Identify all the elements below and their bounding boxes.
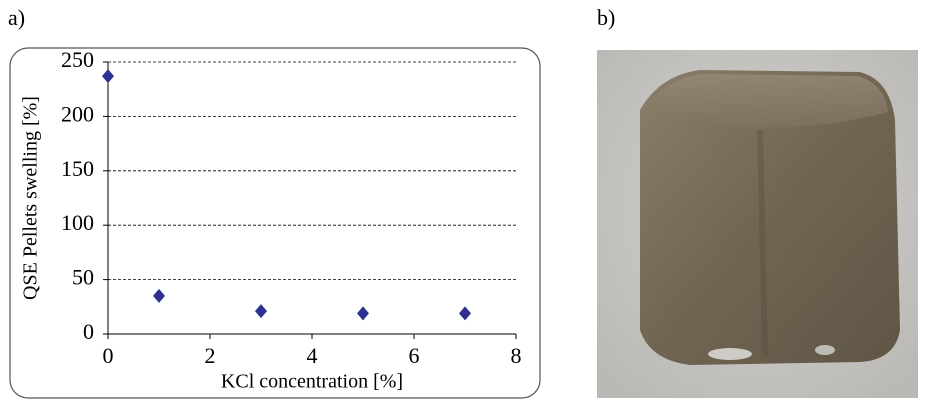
- y-tick-label: 150: [61, 156, 94, 181]
- panel-label: a): [8, 5, 25, 30]
- panel-label: b): [597, 5, 615, 30]
- y-tick-label: 0: [83, 319, 94, 344]
- point: [102, 69, 114, 84]
- y-tick-label: 100: [61, 210, 94, 235]
- y-tick-label: 250: [61, 47, 94, 72]
- y-tick-label: 50: [72, 265, 94, 290]
- x-tick-label: 4: [307, 343, 318, 368]
- point: [153, 288, 165, 303]
- x-tick-label: 6: [409, 343, 420, 368]
- x-tick-label: 0: [103, 343, 114, 368]
- x-axis-label: KCl concentration [%]: [221, 371, 403, 393]
- point: [255, 304, 267, 319]
- chart-frame: [9, 47, 541, 399]
- x-tick-label: 8: [511, 343, 522, 368]
- photo: [597, 50, 918, 398]
- point: [459, 306, 471, 321]
- point: [357, 306, 369, 321]
- y-tick-label: 200: [61, 101, 94, 126]
- x-tick-label: 2: [205, 343, 216, 368]
- y-axis-label: QSE Pellets swelling [%]: [20, 96, 42, 300]
